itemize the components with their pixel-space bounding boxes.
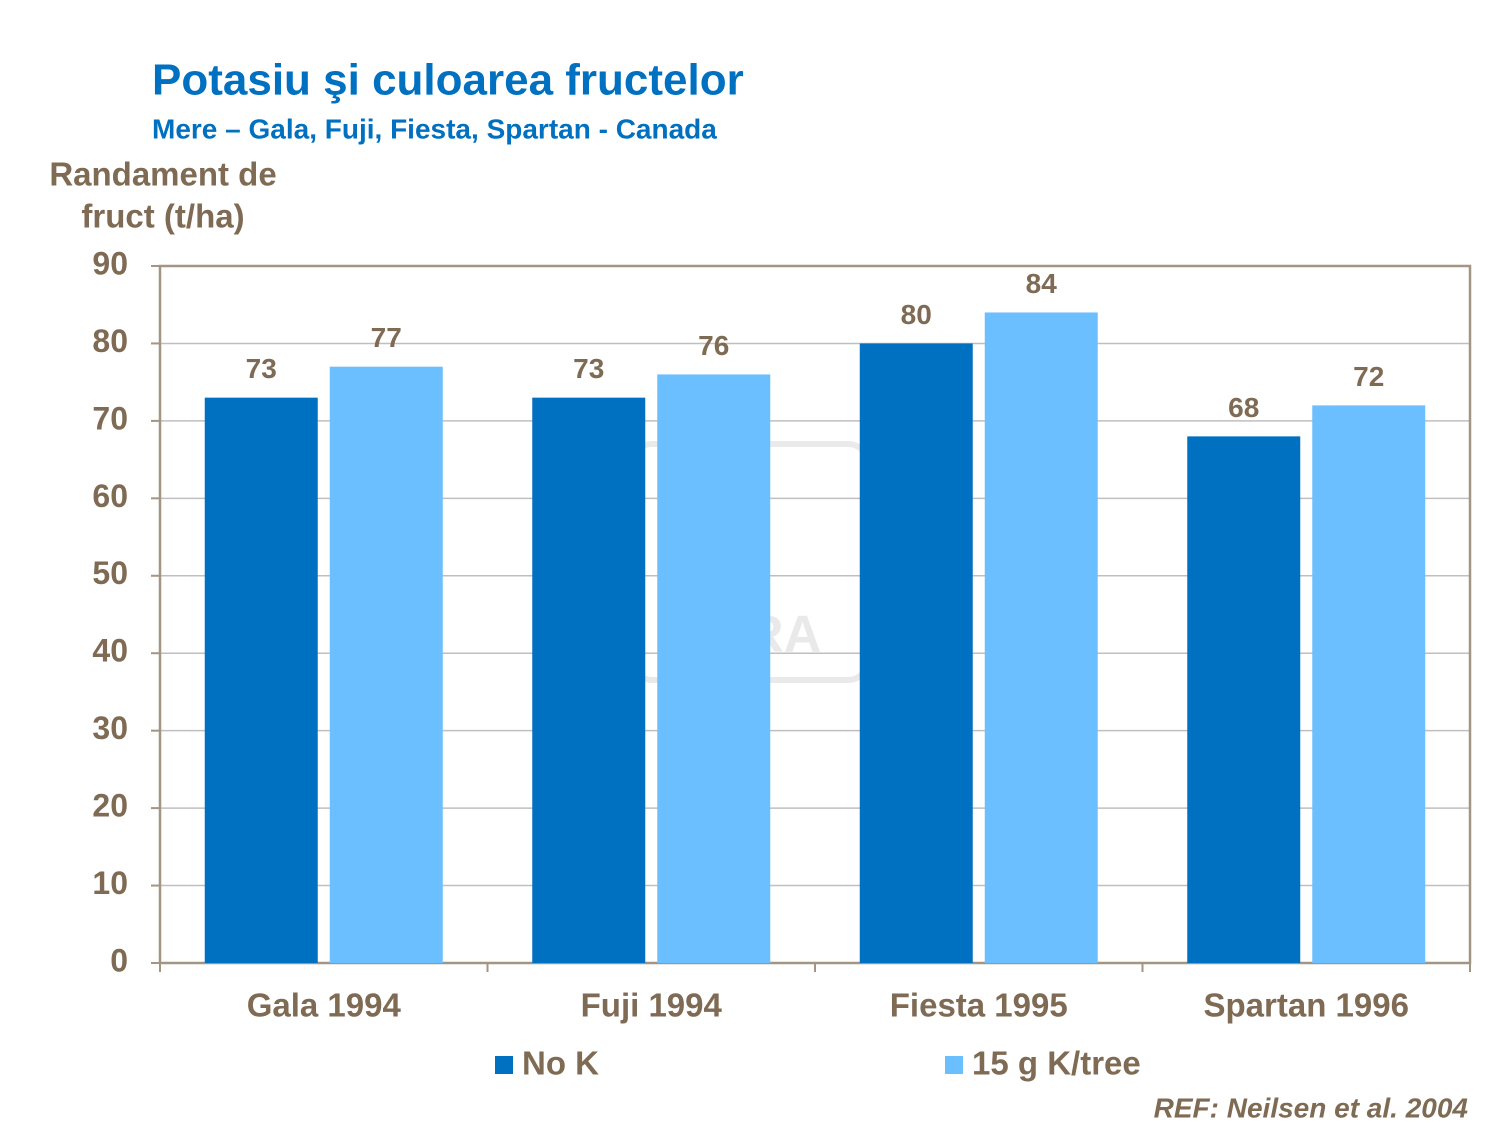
y-tick-label: 70 xyxy=(92,400,128,436)
legend-label: 15 g K/tree xyxy=(972,1045,1141,1082)
bar xyxy=(204,397,318,964)
y-tick-label: 30 xyxy=(92,710,128,746)
bar xyxy=(329,366,443,964)
y-tick-label: 0 xyxy=(110,942,128,978)
source-note: REF: Neilsen et al. 2004 xyxy=(1154,1092,1469,1123)
data-label: 76 xyxy=(698,330,729,361)
bar xyxy=(532,397,646,964)
y-tick-label: 20 xyxy=(92,788,128,824)
x-tick-label: Spartan 1996 xyxy=(1204,987,1409,1024)
bar xyxy=(657,374,771,963)
bar xyxy=(1312,405,1426,963)
y-tick-label: 50 xyxy=(92,555,128,591)
bar xyxy=(984,312,1098,963)
chart-subtitle: Mere – Gala, Fuji, Fiesta, Spartan - Can… xyxy=(152,113,717,144)
data-label: 80 xyxy=(901,299,932,330)
legend-swatch xyxy=(945,1056,963,1074)
y-axis-label: Randament de xyxy=(49,156,276,193)
data-label: 68 xyxy=(1228,392,1259,423)
data-label: 73 xyxy=(246,353,277,384)
data-label: 77 xyxy=(371,322,402,353)
legend-label: No K xyxy=(522,1045,599,1082)
y-axis-label: fruct (t/ha) xyxy=(81,198,244,235)
chart-title: Potasiu şi culoarea fructelor xyxy=(152,56,744,105)
y-tick-label: 40 xyxy=(92,633,128,669)
y-tick-label: 80 xyxy=(92,323,128,359)
legend-swatch xyxy=(495,1056,513,1074)
x-tick-label: Fiesta 1995 xyxy=(890,987,1068,1024)
data-label: 73 xyxy=(573,353,604,384)
data-label: 72 xyxy=(1353,361,1384,392)
y-tick-label: 10 xyxy=(92,865,128,901)
data-label: 84 xyxy=(1026,268,1058,299)
y-tick-label: 60 xyxy=(92,478,128,514)
x-tick-label: Gala 1994 xyxy=(247,987,402,1024)
x-tick-label: Fuji 1994 xyxy=(581,987,723,1024)
y-tick-label: 90 xyxy=(92,245,128,281)
bar xyxy=(1187,436,1301,963)
bar xyxy=(859,343,973,963)
